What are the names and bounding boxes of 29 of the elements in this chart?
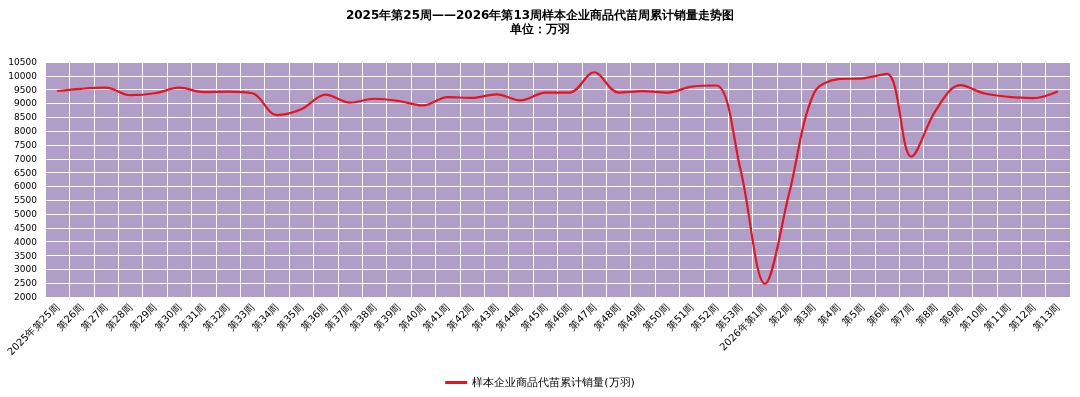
y-tick-label: 6000 [14, 181, 38, 192]
y-tick-label: 9000 [14, 98, 38, 109]
x-tick-label: 第6周 [864, 301, 891, 328]
y-tick-label: 4000 [14, 236, 38, 247]
y-tick-label: 8500 [14, 112, 38, 123]
y-tick-label: 6500 [14, 167, 38, 178]
y-tick-label: 2000 [14, 292, 38, 302]
y-tick-label: 5500 [14, 195, 38, 206]
y-tick-label: 7500 [14, 139, 38, 150]
y-tick-label: 8000 [14, 126, 38, 137]
y-tick-label: 3500 [14, 250, 38, 261]
x-tick-label: 第4周 [815, 301, 843, 328]
y-tick-label: 5000 [14, 209, 38, 220]
x-tick-label: 第2周 [766, 301, 794, 328]
legend-label: 样本企业商品代苗累计销量(万羽) [472, 376, 635, 389]
x-tick-label: 第3周 [791, 301, 818, 328]
y-tick-label: 10500 [8, 57, 38, 67]
line-series [56, 71, 1059, 285]
x-tick-label: 第8周 [913, 301, 940, 328]
y-tick-label: 9500 [14, 84, 38, 95]
y-tick-label: 2500 [14, 278, 38, 289]
chart-title: 2025年第25周——2026年第13周样本企业商品代苗周累计销量走势图 [345, 8, 735, 22]
x-tick-label: 第7周 [888, 301, 916, 328]
x-tick-label: 第5周 [840, 301, 867, 328]
y-tick-label: 10000 [8, 70, 38, 81]
chart-subtitle: 单位：万羽 [509, 22, 570, 36]
y-tick-label: 7000 [14, 153, 38, 164]
y-tick-label: 3000 [14, 264, 38, 275]
y-tick-label: 4500 [14, 222, 38, 233]
